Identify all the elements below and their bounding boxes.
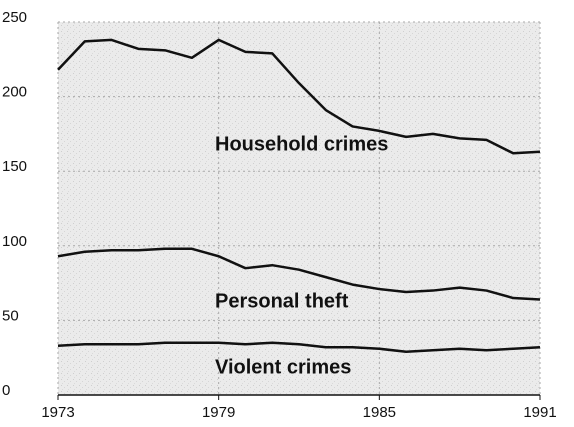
y-tick-label: 100 [2,233,27,250]
y-tick-label: 200 [2,84,27,101]
line-series [57,341,541,353]
x-tick-label: 1979 [202,404,235,421]
x-tick-label: 1985 [363,404,396,421]
x-tick-label: 1991 [523,404,556,421]
line-series [57,247,541,301]
y-tick-label: 150 [2,158,27,175]
y-tick-label: 250 [2,9,27,26]
series-label: Violent crimes [215,356,351,378]
series-label: Household crimes [215,133,388,155]
y-tick-label: 50 [2,307,19,324]
x-tick-label: 1973 [41,404,74,421]
line-series [57,38,541,155]
plot-background [58,22,540,395]
series-label: Personal theft [215,290,349,312]
y-tick-label: 0 [2,382,10,399]
